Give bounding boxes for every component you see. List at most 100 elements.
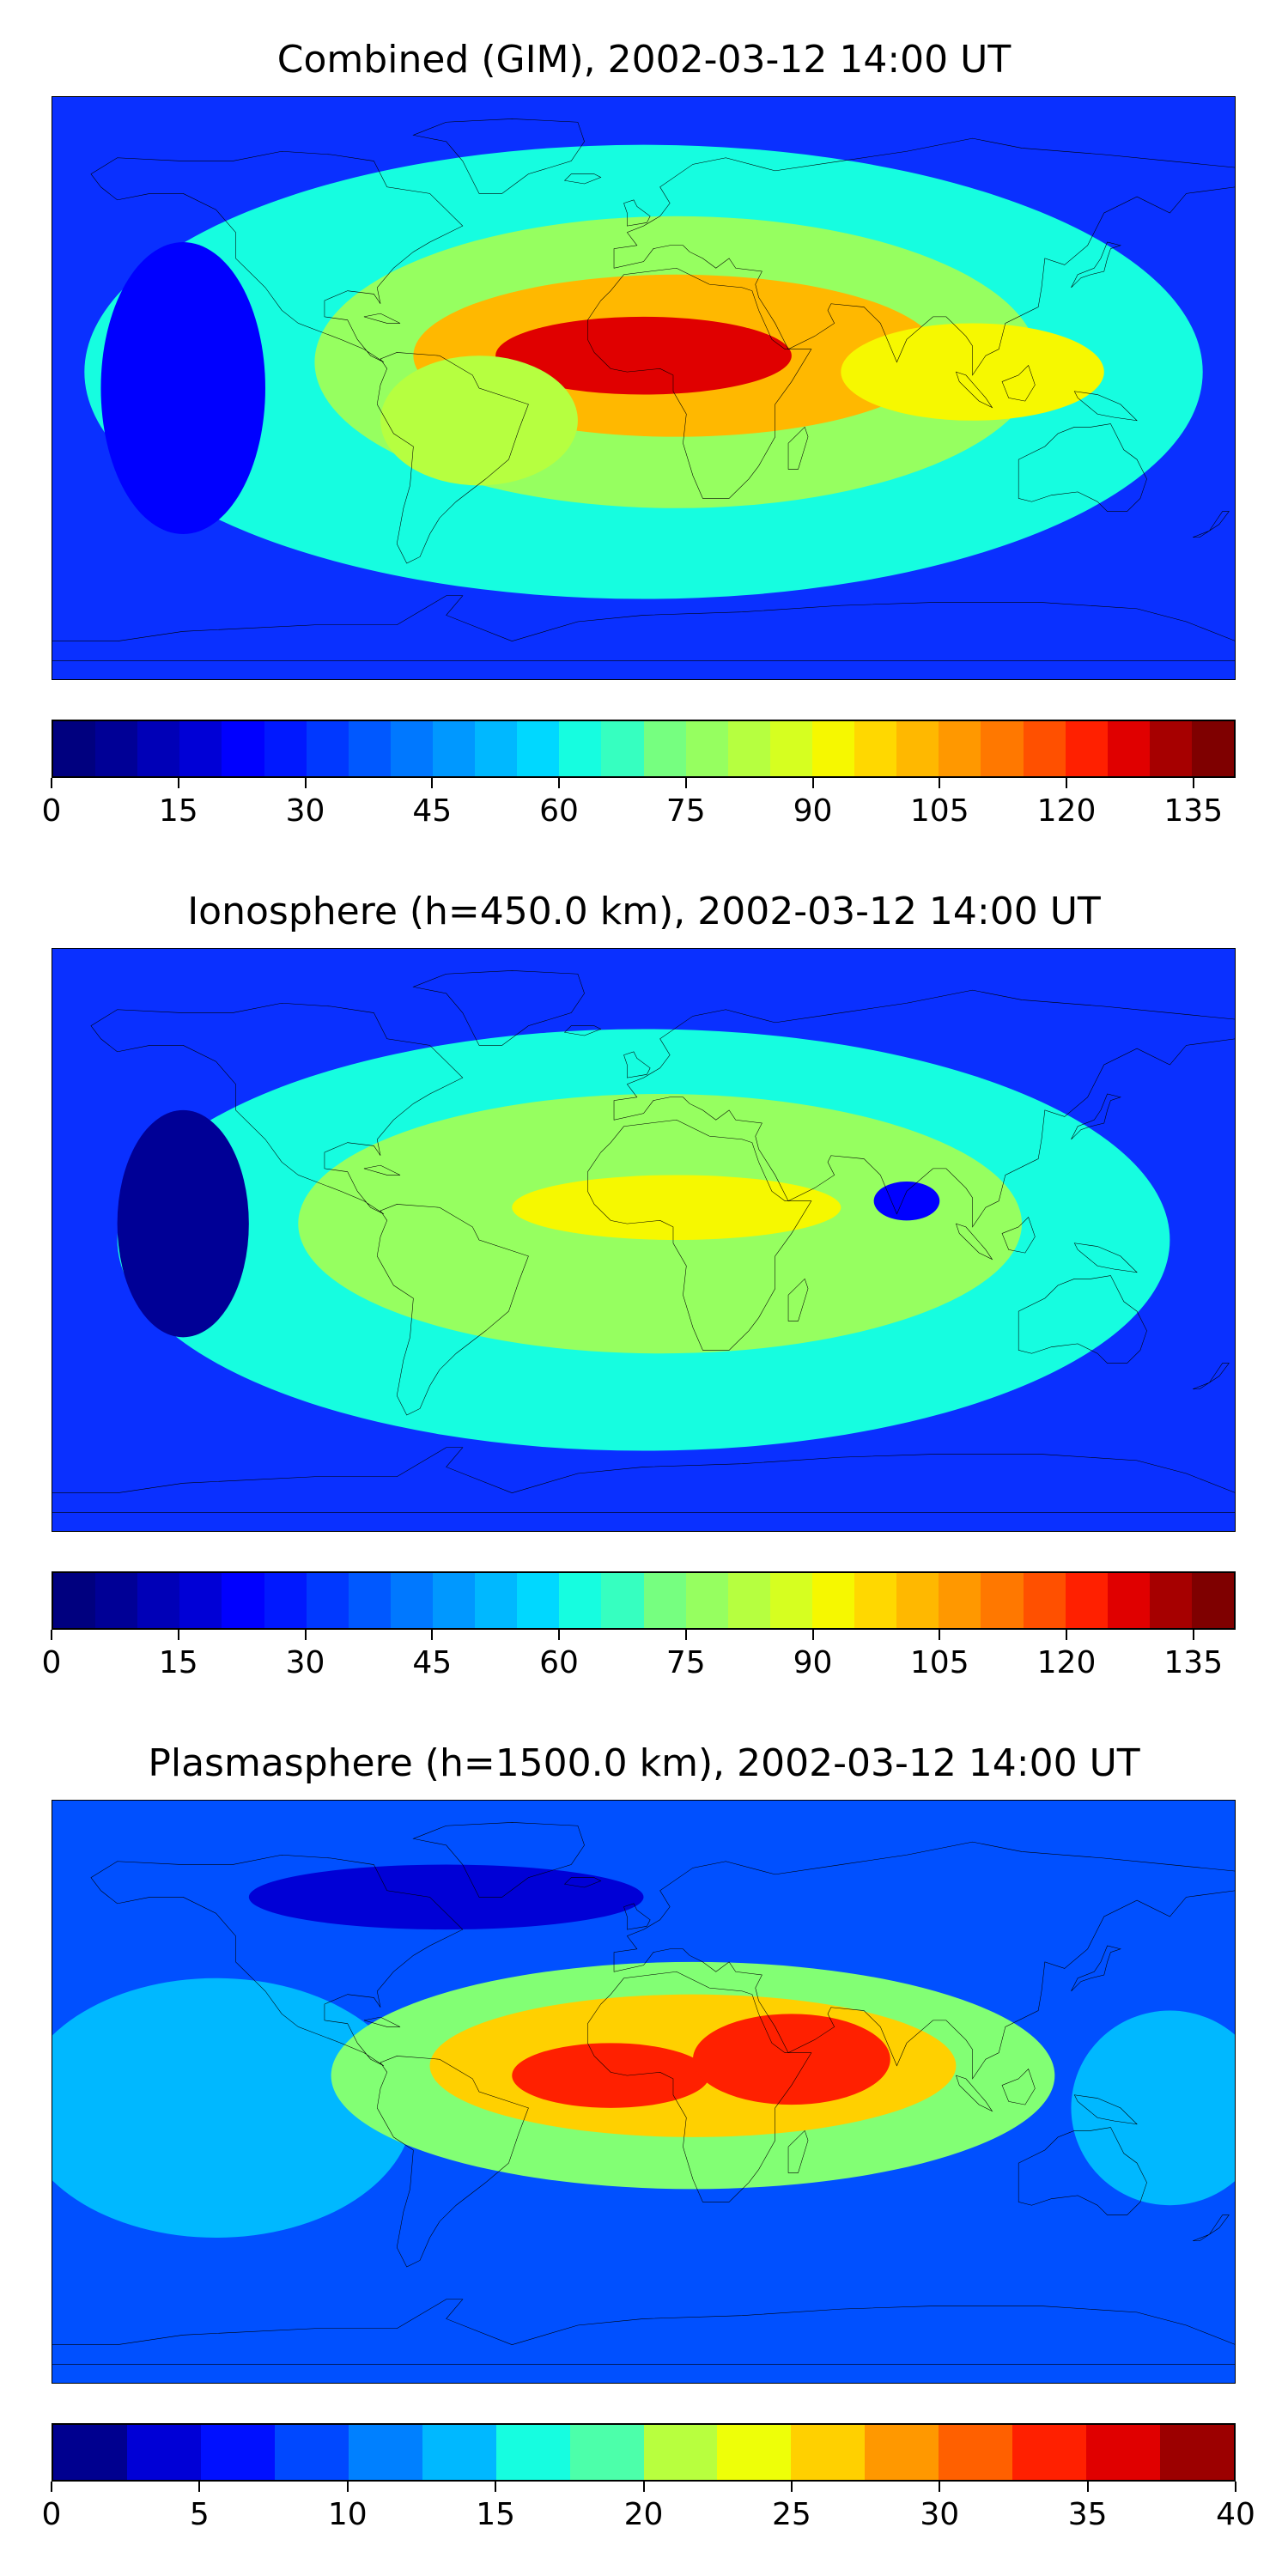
- coastline-new-zealand: [1193, 512, 1229, 538]
- colorbar-level-19: [854, 1573, 897, 1628]
- coastline-antarctica-edge: [52, 596, 1236, 661]
- colorbar-tick: [939, 778, 941, 788]
- colorbar-tick-label: 15: [158, 1645, 198, 1680]
- coastline-australia: [1018, 424, 1146, 512]
- colorbar-level-4: [222, 1573, 264, 1628]
- colorbar-level-2: [137, 721, 180, 776]
- colorbar-level-12: [939, 2425, 1013, 2480]
- colorbar-level-13: [1012, 2425, 1087, 2480]
- colorbar-level-13: [601, 721, 644, 776]
- coastline-madagascar: [788, 427, 808, 469]
- field-contour-3: [495, 316, 792, 395]
- coastline-south-america: [377, 1204, 528, 1415]
- colorbar-tick: [1086, 2482, 1089, 2492]
- colorbar-level-17: [769, 1573, 812, 1628]
- panel-3-colorbar-ticks: 0 5 10 15 20 25 30 35 40: [42, 2482, 1255, 2533]
- coastline-borneo: [1002, 1218, 1035, 1254]
- colorbar-level-25: [1107, 1573, 1150, 1628]
- coastline-eurasia: [614, 138, 1236, 375]
- colorbar-level-21: [939, 1573, 981, 1628]
- colorbar-tick: [939, 2482, 941, 2492]
- coastline-new-guinea: [1074, 2095, 1137, 2124]
- coastline-borneo: [1002, 366, 1035, 402]
- colorbar-level-11: [517, 721, 560, 776]
- colorbar-tick-label: 75: [665, 1645, 706, 1680]
- colorbar-level-6: [306, 721, 349, 776]
- coastline-japan: [1071, 242, 1120, 288]
- coastline-iceland: [565, 1878, 601, 1887]
- colorbar-level-26: [1149, 721, 1192, 776]
- colorbar-level-22: [981, 721, 1024, 776]
- field-contour-3: [873, 1182, 940, 1221]
- colorbar-tick-label: 30: [920, 2497, 960, 2532]
- colorbar-tick: [1066, 1630, 1067, 1640]
- colorbar-level-20: [896, 721, 939, 776]
- colorbar-tick: [642, 2482, 645, 2492]
- colorbar-level-11: [517, 1573, 560, 1628]
- field-contour-6: [248, 1864, 644, 1930]
- colorbar-level-9: [432, 1573, 476, 1628]
- colorbar-tick: [51, 2482, 52, 2492]
- colorbar-level-24: [1065, 1573, 1108, 1628]
- colorbar-tick-label: 10: [327, 2497, 368, 2532]
- colorbar-tick-label: 15: [158, 793, 198, 829]
- colorbar-tick-label: 40: [1216, 2497, 1255, 2532]
- panel-3-colorbar: [52, 2423, 1236, 2482]
- colorbar-tick-label: 20: [623, 2497, 664, 2532]
- colorbar-level-12: [559, 1573, 602, 1628]
- coastline-new-guinea: [1074, 1243, 1137, 1273]
- colorbar-tick: [811, 1630, 814, 1640]
- colorbar-level-4: [222, 721, 264, 776]
- colorbar-level-5: [264, 1573, 307, 1628]
- colorbar-level-12: [559, 721, 602, 776]
- colorbar-tick-label: 0: [41, 2497, 62, 2532]
- colorbar-level-1: [95, 1573, 138, 1628]
- colorbar-level-15: [1160, 2425, 1234, 2480]
- colorbar-level-7: [348, 1573, 391, 1628]
- colorbar-tick-label: 135: [1163, 793, 1224, 829]
- colorbar-tick: [558, 1630, 560, 1640]
- colorbar-tick-label: 25: [771, 2497, 811, 2532]
- field-contour-5: [692, 2014, 890, 2105]
- panel-1-title: Combined (GIM), 2002-03-12 14:00 UT: [276, 38, 1012, 82]
- panel-2-title: Ionosphere (h=450.0 km), 2002-03-12 14:0…: [187, 890, 1101, 933]
- coastline-greenland: [413, 1822, 584, 1897]
- colorbar-level-16: [727, 1573, 770, 1628]
- colorbar-level-14: [1086, 2425, 1161, 2480]
- colorbar-tick-label: 90: [793, 793, 833, 829]
- colorbar-level-27: [1191, 1573, 1235, 1628]
- colorbar-tick: [811, 778, 814, 788]
- colorbar-tick: [51, 1630, 52, 1640]
- panel-2-colorbar: [52, 1571, 1236, 1630]
- coastline-iceland: [565, 1026, 601, 1036]
- colorbar-level-8: [643, 2425, 718, 2480]
- colorbar-tick-label: 105: [909, 1645, 969, 1680]
- field-contour-5: [380, 355, 578, 486]
- panel-1-colorbar-ticks: 0 15 30 45 60 75 90 105 120 135: [42, 778, 1236, 829]
- colorbar-level-23: [1023, 1573, 1066, 1628]
- colorbar-level-18: [811, 1573, 855, 1628]
- field-contour-1: [1071, 2010, 1236, 2206]
- colorbar-level-20: [896, 1573, 939, 1628]
- coastline-japan: [1071, 1946, 1120, 1991]
- colorbar-tick: [1192, 1630, 1194, 1640]
- coastline-africa: [587, 268, 811, 498]
- colorbar-level-18: [811, 721, 855, 776]
- colorbar-level-6: [306, 1573, 349, 1628]
- colorbar-level-9: [717, 2425, 792, 2480]
- colorbar-tick-label: 30: [285, 793, 325, 829]
- coastline-japan: [1071, 1094, 1120, 1139]
- colorbar-level-5: [422, 2425, 496, 2480]
- coastline-australia: [1018, 1276, 1146, 1364]
- colorbar-level-27: [1191, 721, 1235, 776]
- colorbar-tick: [790, 2482, 793, 2492]
- coastline-cuba: [364, 1165, 400, 1175]
- colorbar-level-4: [348, 2425, 422, 2480]
- colorbar-level-2: [200, 2425, 275, 2480]
- coastline-sumatra: [956, 1224, 992, 1260]
- colorbar-level-13: [601, 1573, 644, 1628]
- coastline-sumatra: [956, 372, 992, 408]
- colorbar-level-10: [475, 1573, 518, 1628]
- colorbar-level-9: [432, 721, 476, 776]
- colorbar-level-25: [1107, 721, 1150, 776]
